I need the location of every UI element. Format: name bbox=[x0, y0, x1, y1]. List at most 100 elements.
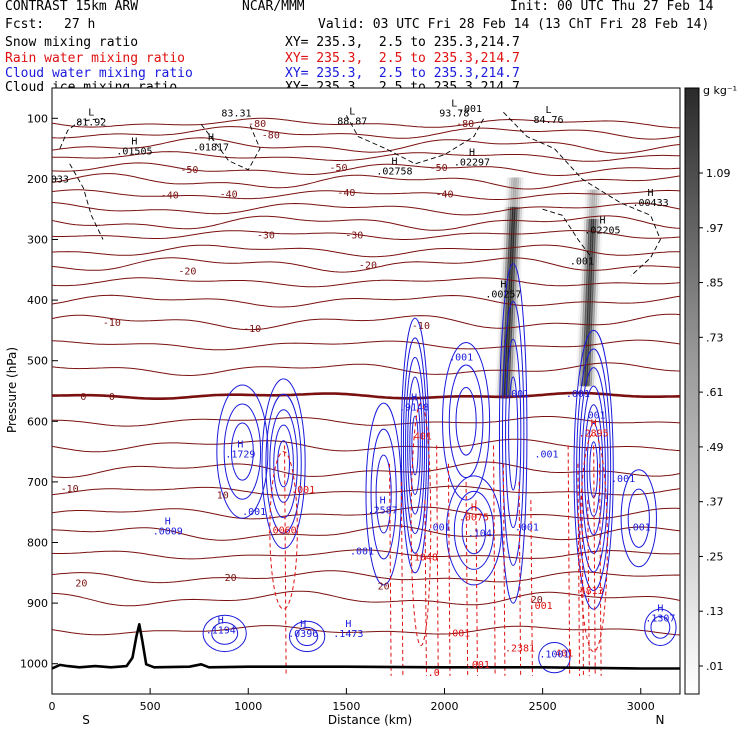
snow-value-label: .02205 bbox=[584, 225, 620, 236]
y-tick-label: 300 bbox=[27, 234, 48, 247]
x-tick-label: 2500 bbox=[529, 700, 557, 713]
cloud-water-value-label: .1729 bbox=[225, 450, 255, 461]
init-time: Init: 00 UTC Thu 27 Feb 14 bbox=[510, 0, 714, 14]
cloud-water-cell bbox=[538, 641, 571, 674]
cloud-water-value-label: .1194 bbox=[206, 625, 236, 636]
rain-water-contour bbox=[284, 445, 287, 676]
cloud-water-cell bbox=[277, 440, 290, 488]
cloud-water-cell bbox=[455, 387, 477, 456]
colorbar-tick-label: .13 bbox=[706, 605, 724, 618]
cloud-water-value-label: .001 bbox=[566, 389, 590, 400]
snow-value-label: 88.87 bbox=[337, 116, 367, 127]
cloud-water-value-label: .9148 bbox=[399, 402, 429, 413]
y-tick-label: 900 bbox=[27, 597, 48, 610]
colorbar-tick-label: 1.09 bbox=[706, 167, 731, 180]
cloud-water-value-label: .001 bbox=[505, 389, 529, 400]
rain-water-contour bbox=[447, 463, 451, 676]
temperature-label: -10 bbox=[412, 321, 430, 332]
cloud-water-value-label: .2587 bbox=[368, 505, 398, 516]
field-xy-snow: XY= 235.3, 2.5 to 235.3,214.7 bbox=[285, 35, 520, 50]
colorbar-tick-label: .25 bbox=[706, 550, 724, 563]
cloud-water-cell bbox=[402, 337, 428, 554]
snow-value-label: .001 bbox=[458, 104, 482, 115]
temperature-contour bbox=[52, 313, 680, 331]
rain-water-contour bbox=[502, 463, 506, 676]
y-tick-label: 400 bbox=[27, 294, 48, 307]
snow-value-label: 033 bbox=[51, 175, 69, 186]
cloud-water-cell bbox=[216, 384, 269, 519]
rain-water-contour bbox=[400, 481, 404, 676]
x-tick-label: 1500 bbox=[332, 700, 360, 713]
snow-contour bbox=[503, 111, 661, 277]
rain-water-contour bbox=[567, 445, 571, 676]
cloud-ice-band bbox=[577, 189, 589, 387]
colorbar-tick-label: .85 bbox=[706, 277, 724, 290]
colorbar bbox=[684, 87, 700, 695]
cloud-water-cell bbox=[644, 608, 677, 647]
temperature-contour bbox=[52, 339, 680, 351]
y-tick-label: 100 bbox=[27, 112, 48, 125]
y-tick-label: 200 bbox=[27, 173, 48, 186]
cloud-water-value-label: .1473 bbox=[333, 629, 363, 640]
temperature-label: -50 bbox=[180, 165, 198, 176]
cloud-water-cell bbox=[581, 385, 606, 554]
field-xy-rain: XY= 235.3, 2.5 to 235.3,214.7 bbox=[285, 51, 520, 66]
rain-water-contour bbox=[587, 500, 590, 676]
axes: 0 500 1000 1500 2000 2500 30001002003004005006… bbox=[20, 112, 655, 713]
temperature-contour bbox=[52, 549, 680, 560]
rain-water-contour bbox=[436, 445, 439, 676]
snow-value-label: 84.76 bbox=[533, 115, 563, 126]
x-tick-label: 2000 bbox=[431, 700, 459, 713]
field-xy-cloud-water: XY= 235.3, 2.5 to 235.3,214.7 bbox=[285, 66, 520, 81]
temperature-label: 10 bbox=[217, 491, 229, 502]
cloud-ice-band bbox=[505, 177, 519, 399]
forecast-label: Fcst: bbox=[5, 17, 45, 32]
rain-value-label: .1048 bbox=[408, 553, 438, 564]
cloud-ice-band bbox=[512, 177, 526, 399]
cloud-water-cell bbox=[461, 506, 487, 555]
rain-water-cell bbox=[410, 402, 432, 647]
snow-contour bbox=[200, 124, 261, 171]
temperature-contour bbox=[52, 294, 680, 308]
rain-value-label: .001 bbox=[529, 601, 553, 612]
cloud-water-cell bbox=[411, 415, 419, 476]
rain-water-contour bbox=[599, 463, 602, 676]
temperature-label: -40 bbox=[435, 189, 453, 200]
temperature-contour bbox=[52, 126, 680, 140]
temperature-label: -30 bbox=[345, 231, 363, 242]
cloud-water-cell bbox=[269, 409, 298, 519]
rain-value-label: .0 bbox=[428, 668, 440, 679]
temperature-contour bbox=[52, 189, 680, 200]
terrain-profile bbox=[52, 623, 680, 670]
rain-value-label: .001 bbox=[446, 628, 470, 639]
cloud-water-value-label: .001 bbox=[350, 547, 374, 558]
y-axis-title: Pressure (hPa) bbox=[5, 347, 19, 433]
temperature-contour bbox=[52, 438, 680, 453]
terrain-line bbox=[52, 623, 680, 670]
cloud-water-cell bbox=[502, 300, 525, 566]
temperature-label: -50 bbox=[430, 163, 448, 174]
temperature-contour bbox=[52, 625, 680, 636]
temperature-label: -80 bbox=[248, 119, 266, 130]
snow-extremum-marker: L bbox=[451, 98, 457, 109]
y-tick-label: 700 bbox=[27, 476, 48, 489]
colorbar-unit: g kg⁻¹ bbox=[703, 84, 737, 97]
colorbar-tick-label: .37 bbox=[706, 496, 724, 509]
cloud-water-value-label: .0009 bbox=[153, 527, 183, 538]
cloud-ice-band bbox=[503, 177, 517, 399]
rain-water-cell bbox=[269, 451, 298, 610]
colorbar-tick-label: .97 bbox=[706, 222, 724, 235]
snow-value-label: .02758 bbox=[376, 167, 412, 178]
snow-extremum-marker: H bbox=[391, 157, 397, 168]
rain-water-cell bbox=[579, 432, 608, 653]
cloud-water-value-label: .1001 bbox=[539, 650, 569, 661]
rain-water-contour bbox=[530, 500, 533, 676]
x-tick-label: 3000 bbox=[627, 700, 655, 713]
cloud-water-cell bbox=[620, 469, 657, 568]
temperature-contour bbox=[52, 117, 680, 129]
cloud-water-cell bbox=[650, 615, 671, 639]
x-tick-label: 500 bbox=[140, 700, 161, 713]
rain-value-label: .001 bbox=[466, 660, 490, 671]
colorbar-tick-label: .73 bbox=[706, 331, 724, 344]
cloud-water-extremum-marker: H bbox=[165, 517, 171, 528]
